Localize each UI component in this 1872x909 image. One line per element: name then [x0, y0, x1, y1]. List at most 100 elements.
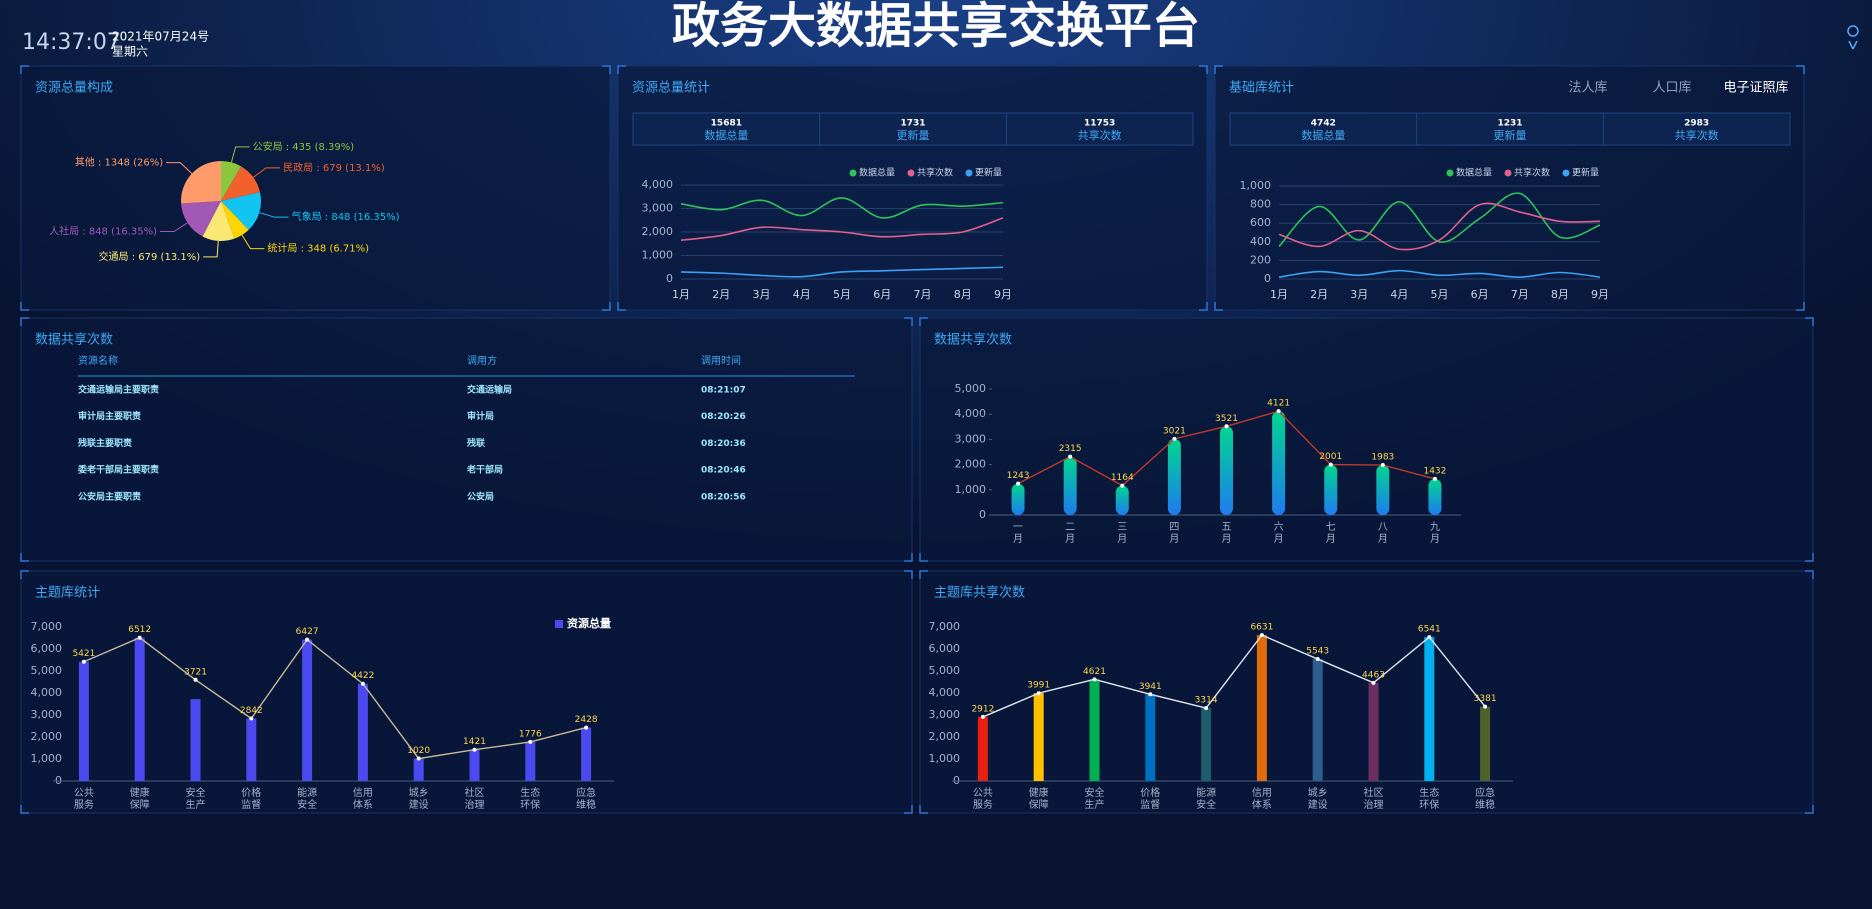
legend-label: 数据总量 [1456, 167, 1492, 179]
tab[interactable]: 法人库 [1568, 80, 1607, 96]
value-label: 1243 [1007, 471, 1030, 481]
bar [246, 718, 257, 781]
y-tick-label: 3,000 [642, 202, 674, 215]
legend-label: 共享次数 [917, 167, 953, 179]
line-point [1148, 692, 1153, 697]
pie-slice [181, 201, 221, 237]
weekday: 星期六 [112, 45, 148, 59]
pie-slice [202, 201, 235, 242]
table-cell: 08:21:07 [701, 386, 746, 396]
pie-slice [221, 201, 249, 239]
stat-value: 1731 [900, 119, 925, 129]
bar [78, 661, 89, 781]
x-tick-label: 公共服务 [973, 787, 993, 811]
value-label: 3521 [1215, 414, 1238, 424]
tab[interactable]: 电子证照库 [1723, 80, 1788, 96]
value-label: 1164 [1111, 473, 1134, 483]
bar [1324, 464, 1338, 515]
line-point [528, 739, 533, 744]
x-tick-label: 六月 [1274, 521, 1284, 545]
value-label: 4422 [351, 671, 374, 681]
x-tick-label: 能源安全 [1196, 786, 1216, 811]
slice-label: 统计局 : 348 (6.71%) [267, 242, 369, 255]
line-point [1276, 409, 1281, 414]
legend-label: 数据总量 [859, 167, 895, 179]
line-point [980, 714, 985, 719]
stat-value: 15681 [711, 119, 742, 129]
y-tick-label: 0 [1264, 272, 1271, 285]
line-point [193, 677, 198, 682]
panel-corners [617, 65, 1208, 311]
location-icon[interactable] [1847, 25, 1859, 50]
y-tick-label: 5,000 [929, 664, 961, 677]
bar [581, 727, 592, 781]
x-tick-label: 3月 [1350, 288, 1368, 301]
table-cell: 老干部局 [466, 464, 503, 476]
line-point [584, 725, 589, 730]
bar [357, 683, 368, 781]
legend-swatch [1446, 169, 1454, 177]
y-tick-label: 3,000 [955, 432, 987, 445]
line-point [305, 637, 310, 642]
x-tick-label: 二月 [1065, 522, 1075, 545]
legend-label: 资源总量 [567, 616, 611, 630]
bar [302, 639, 313, 781]
stat-label: 数据总量 [1301, 128, 1345, 142]
leader-line [230, 146, 250, 163]
line-point [360, 681, 365, 686]
x-tick-label: 健康保障 [130, 786, 150, 811]
value-label: 6631 [1250, 623, 1273, 633]
line-series [83, 636, 587, 760]
x-tick-label: 城乡建设 [1308, 787, 1328, 811]
line-series [680, 266, 1004, 278]
x-tick-label: 2月 [1310, 288, 1328, 301]
value-label: 4463 [1362, 670, 1385, 680]
leader-line [203, 240, 219, 258]
line-point [249, 716, 254, 721]
clock: 14:37:07 [22, 30, 121, 55]
panel-corners [919, 317, 1814, 562]
tab[interactable]: 人口库 [1652, 80, 1691, 96]
x-tick-label: 5月 [1431, 288, 1449, 301]
x-tick-label: 应急维稳 [576, 786, 596, 811]
line-point [416, 756, 421, 761]
x-tick-label: 八月 [1378, 522, 1388, 545]
y-tick-label: 3,000 [929, 708, 961, 721]
x-tick-label: 社区治理 [465, 786, 485, 811]
x-tick-label: 2月 [712, 288, 730, 301]
stats-box [632, 112, 1194, 146]
x-tick-label: 信用体系 [1252, 787, 1272, 811]
bar [525, 741, 536, 781]
table-cell: 委老干部局主要职责 [77, 464, 159, 476]
x-tick-label: 5月 [833, 288, 851, 301]
pie-slice [181, 161, 221, 204]
value-label: 1983 [1371, 453, 1394, 463]
y-tick-label: 4,000 [31, 686, 63, 699]
x-tick-label: 生态环保 [1419, 786, 1439, 811]
value-label: 3941 [1139, 682, 1162, 692]
legend-swatch [1504, 169, 1512, 177]
value-label: 6512 [128, 625, 151, 635]
bar [134, 637, 145, 781]
x-tick-label: 4月 [1390, 288, 1408, 301]
x-tick-label: 1月 [1270, 288, 1288, 301]
line-series [982, 634, 1486, 718]
y-tick-label: 1,000 [955, 483, 987, 496]
line-point [1016, 481, 1021, 486]
value-label: 4621 [1083, 667, 1106, 677]
bar [1220, 426, 1233, 515]
y-tick-label: 400 [1250, 235, 1271, 248]
value-label: 5543 [1306, 647, 1329, 657]
line-point [81, 659, 86, 664]
panel-corners [20, 317, 913, 562]
pie-slice [221, 161, 242, 201]
leader-line [259, 212, 289, 218]
slice-label: 气象局 : 848 (16.35%) [292, 210, 400, 223]
x-tick-label: 一月 [1013, 522, 1023, 545]
value-label: 3721 [184, 667, 207, 677]
legend-swatch [1562, 169, 1570, 177]
x-tick-label: 社区治理 [1364, 786, 1384, 811]
slice-label: 人社局 : 848 (16.35%) [49, 225, 157, 238]
bar [1011, 483, 1025, 515]
